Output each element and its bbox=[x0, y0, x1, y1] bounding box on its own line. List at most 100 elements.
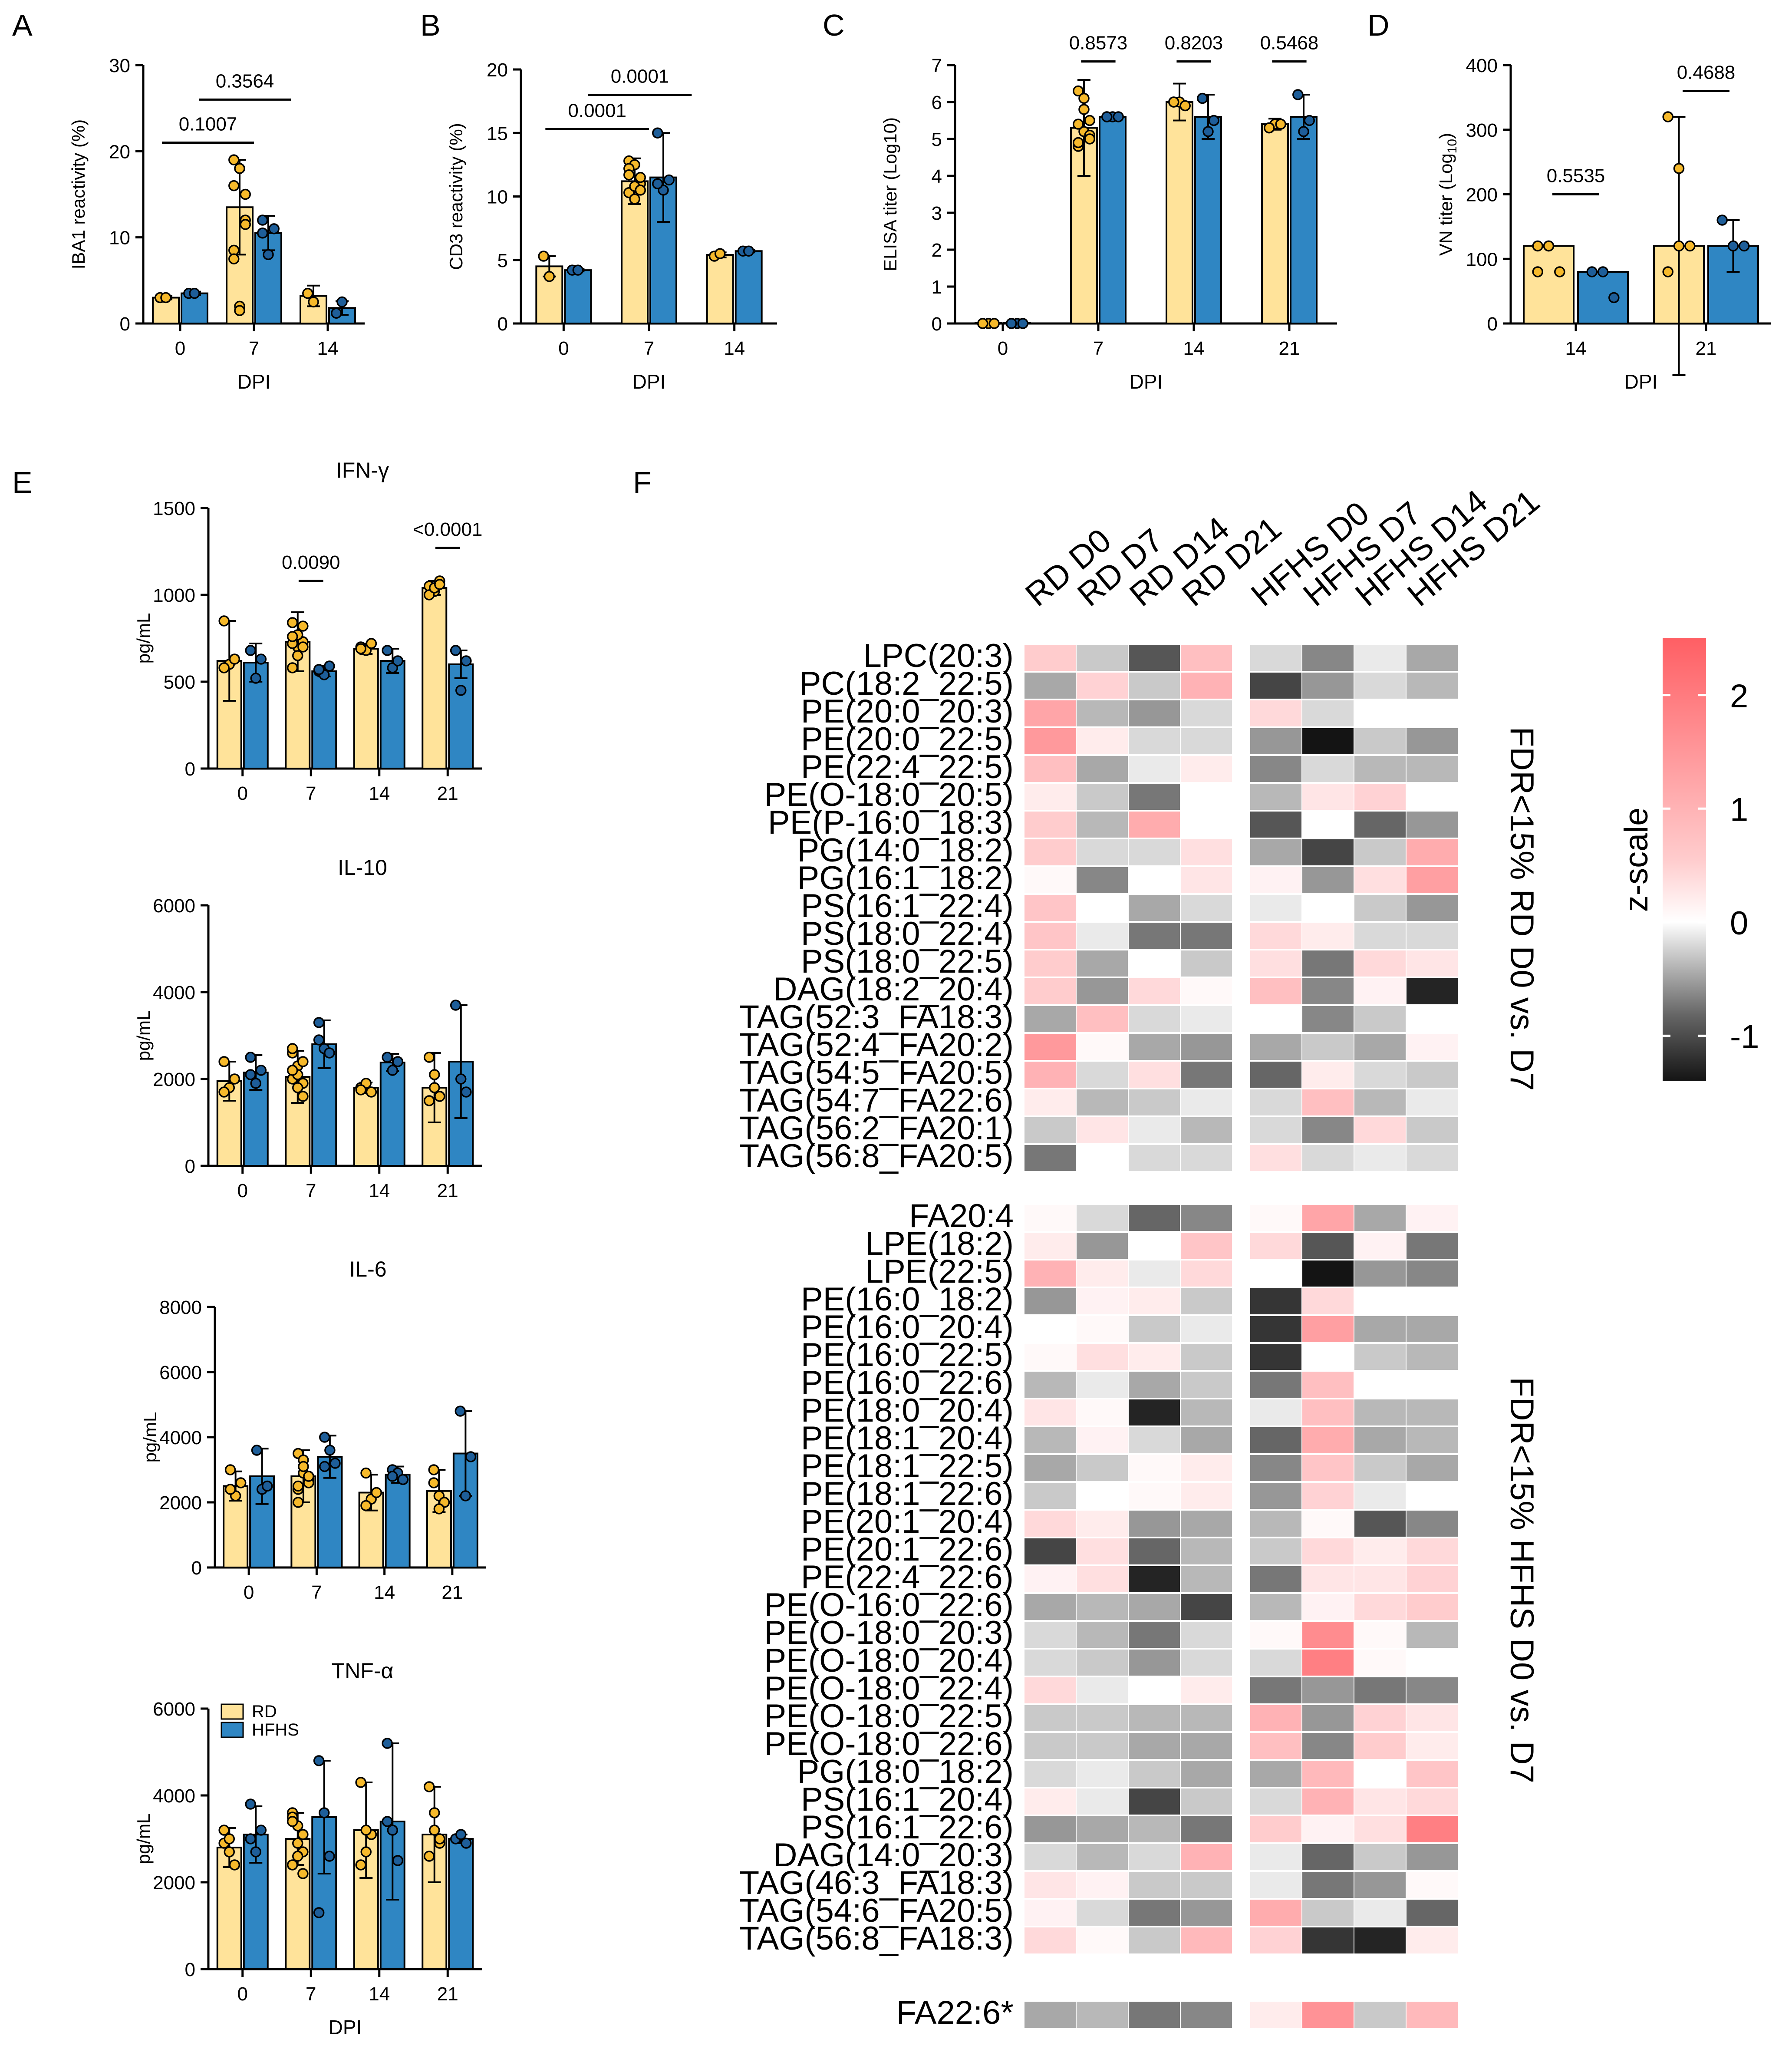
chart-title: IL-10 bbox=[338, 855, 387, 880]
data-point bbox=[160, 292, 171, 304]
row-label: TAG(56:2_FA20:1) bbox=[739, 1110, 1014, 1147]
heat-cell bbox=[1024, 867, 1076, 893]
heat-cell bbox=[1181, 1816, 1232, 1842]
data-point bbox=[1739, 240, 1750, 252]
heat-cell bbox=[1077, 978, 1128, 1004]
data-point bbox=[293, 1480, 304, 1492]
heat-cell bbox=[1077, 923, 1128, 949]
heat-cell bbox=[1407, 784, 1458, 810]
data-point bbox=[743, 245, 754, 257]
heat-cell bbox=[1129, 1927, 1180, 1953]
heat-cell bbox=[1302, 1844, 1354, 1870]
colorbar-tick-label: 1 bbox=[1730, 791, 1748, 828]
heat-cell bbox=[1129, 1705, 1180, 1731]
heat-cell bbox=[1250, 645, 1301, 671]
row-label: TAG(54:5_FA20:5) bbox=[739, 1054, 1014, 1091]
colorbar-tick-label: -1 bbox=[1730, 1018, 1759, 1055]
row-label: PS(16:1_20:4) bbox=[801, 1781, 1014, 1818]
heat-cell bbox=[1077, 1511, 1128, 1537]
heat-cell bbox=[1354, 895, 1406, 921]
p-value-label: 0.8573 bbox=[1069, 33, 1128, 54]
data-point bbox=[382, 1052, 393, 1063]
x-axis-label: DPI bbox=[1130, 370, 1163, 393]
y-axis-label: pg/mL bbox=[133, 1814, 154, 1864]
heat-cell bbox=[1181, 700, 1232, 726]
heat-cell bbox=[1250, 1538, 1301, 1564]
data-point bbox=[544, 271, 555, 282]
data-point bbox=[1264, 122, 1275, 134]
heat-cell bbox=[1250, 950, 1301, 977]
heat-cell bbox=[1354, 867, 1406, 893]
data-point bbox=[287, 631, 298, 642]
heat-cell bbox=[1407, 1566, 1458, 1592]
data-point bbox=[429, 1807, 440, 1818]
data-point bbox=[1532, 240, 1543, 252]
heat-cell bbox=[1129, 1816, 1180, 1842]
data-point bbox=[292, 1082, 303, 1093]
x-tick-label: 7 bbox=[311, 1582, 322, 1603]
heat-cell bbox=[1407, 1089, 1458, 1115]
heat-cell bbox=[1354, 1316, 1406, 1342]
data-point bbox=[355, 1084, 366, 1095]
data-point bbox=[1208, 115, 1219, 126]
heat-cell bbox=[1302, 867, 1354, 893]
data-point bbox=[1084, 115, 1095, 126]
heat-cell bbox=[1024, 1288, 1076, 1314]
heat-cell bbox=[1181, 839, 1232, 865]
p-value-label: 0.5535 bbox=[1547, 165, 1605, 187]
y-tick-label: 1000 bbox=[153, 585, 195, 606]
heat-cell bbox=[1302, 1034, 1354, 1060]
panel-c: 0 1 2 3 4 5 6 7 0 7 14 21 DPI ELISA titer (Log10) 0.85… bbox=[880, 33, 1337, 393]
heat-cell bbox=[1302, 1788, 1354, 1815]
heat-cell bbox=[1077, 1788, 1128, 1815]
data-point bbox=[240, 188, 251, 200]
heat-cell bbox=[1077, 1316, 1128, 1342]
data-point bbox=[229, 653, 240, 665]
row-label: PE(O-18:0_22:4) bbox=[764, 1670, 1014, 1707]
heat-cell bbox=[1181, 1372, 1232, 1398]
heat-cell bbox=[1250, 1089, 1301, 1115]
heat-cell bbox=[1181, 867, 1232, 893]
data-point bbox=[297, 620, 309, 632]
data-point bbox=[292, 1851, 303, 1862]
data-point bbox=[433, 1503, 445, 1515]
row-label: PC(18:2_22:5) bbox=[799, 665, 1014, 702]
heat-cell bbox=[1302, 1927, 1354, 1953]
heat-cell bbox=[1024, 1145, 1076, 1171]
row-label: FA22:6* bbox=[896, 1994, 1014, 2031]
heat-cell bbox=[1129, 812, 1180, 838]
heat-cell bbox=[1302, 1260, 1354, 1287]
x-tick-label: 14 bbox=[374, 1582, 395, 1603]
heat-cell bbox=[1407, 1316, 1458, 1342]
p-value-label: 0.0001 bbox=[568, 100, 626, 121]
heat-cell bbox=[1129, 1399, 1180, 1425]
data-point bbox=[251, 1445, 263, 1456]
heat-cell bbox=[1024, 1788, 1076, 1815]
heat-cell bbox=[1024, 1117, 1076, 1143]
heat-cell bbox=[1407, 1006, 1458, 1032]
heat-cell bbox=[1407, 728, 1458, 754]
heat-cell bbox=[1407, 756, 1458, 782]
data-point bbox=[218, 1086, 230, 1098]
data-point bbox=[293, 1497, 304, 1508]
data-point bbox=[297, 1829, 309, 1840]
bar-rd bbox=[422, 587, 448, 769]
heat-cell bbox=[1181, 1288, 1232, 1314]
heat-cell bbox=[1302, 1511, 1354, 1537]
data-point bbox=[1078, 92, 1090, 104]
heat-cell bbox=[1181, 1511, 1232, 1537]
heat-cell bbox=[1302, 923, 1354, 949]
row-label: PG(14:0_18:2) bbox=[797, 832, 1014, 869]
heat-cell bbox=[1077, 867, 1128, 893]
heat-cell bbox=[1302, 673, 1354, 699]
heat-cell bbox=[1250, 812, 1301, 838]
heat-cell bbox=[1024, 1399, 1076, 1425]
heat-cell bbox=[1302, 1288, 1354, 1314]
data-point bbox=[455, 685, 467, 696]
data-point bbox=[652, 127, 663, 139]
heat-cell bbox=[1302, 1233, 1354, 1259]
heat-cell bbox=[1129, 1062, 1180, 1088]
x-axis-label: DPI bbox=[237, 370, 271, 393]
heat-cell bbox=[1407, 1205, 1458, 1231]
data-point bbox=[663, 174, 675, 186]
